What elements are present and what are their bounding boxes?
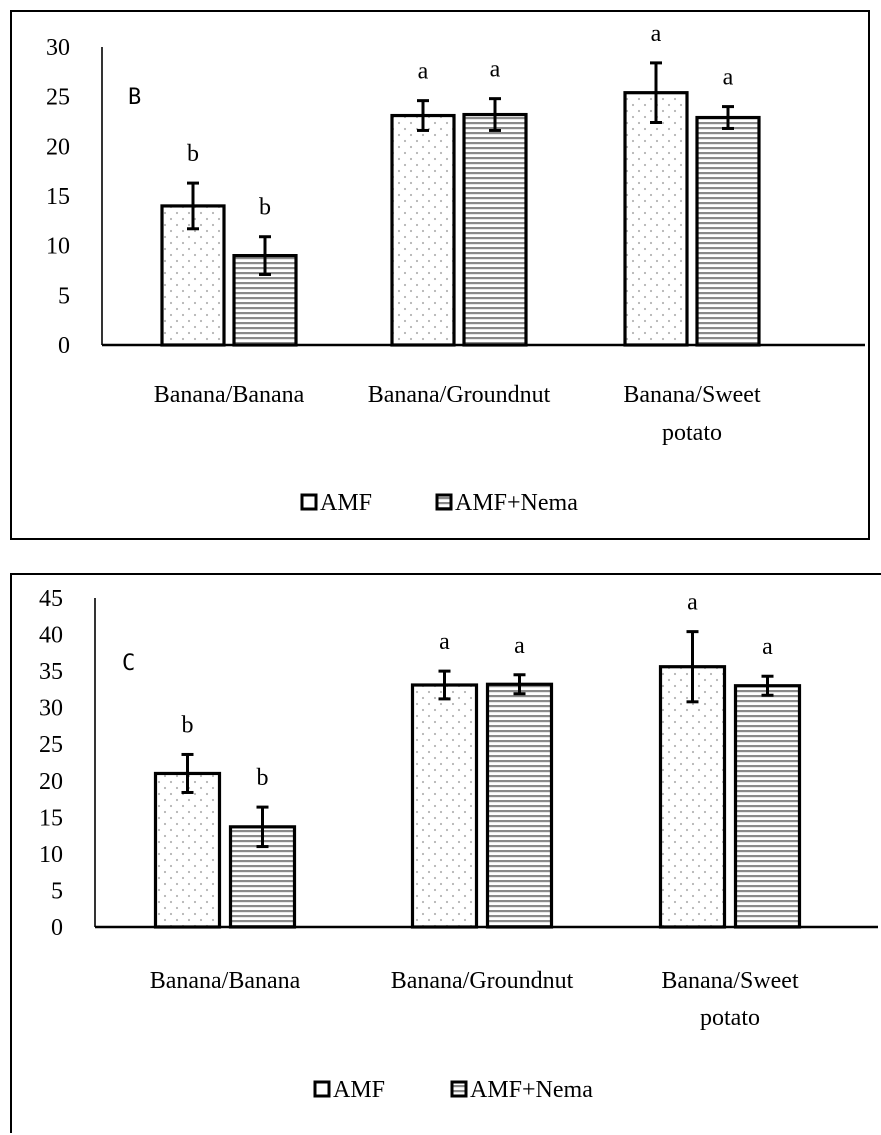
legend-label: AMF bbox=[320, 490, 372, 516]
bar-amf-nema bbox=[695, 115, 761, 347]
y-tick-label: 40 bbox=[39, 623, 63, 649]
y-tick-label: 30 bbox=[39, 696, 63, 722]
chart-b-svg: 0 5 10 15 20 25 30 Bb b Banana/Banana a a Banana/Gro… bbox=[46, 21, 865, 516]
y-tick-label: 0 bbox=[51, 915, 63, 941]
bar-amf bbox=[410, 683, 479, 929]
legend-swatch-amf bbox=[313, 1080, 331, 1098]
y-tick-label: 25 bbox=[39, 732, 63, 758]
y-tick-label: 25 bbox=[46, 85, 70, 111]
legend-label: AMF+Nema bbox=[470, 1077, 593, 1103]
bar-amf-nema bbox=[733, 684, 802, 929]
significance-letter: b bbox=[257, 765, 269, 791]
significance-letter: b bbox=[259, 195, 271, 221]
y-tick-label: 0 bbox=[58, 333, 70, 359]
panel-label: B bbox=[128, 85, 141, 110]
x-category-label: Banana/Banana bbox=[150, 968, 301, 994]
y-tick-label: 10 bbox=[46, 234, 70, 260]
bar-amf-nema bbox=[232, 254, 298, 347]
significance-letter: a bbox=[723, 65, 734, 91]
y-tick-label: 5 bbox=[51, 878, 63, 904]
bar-amf bbox=[658, 665, 727, 929]
y-tick-label: 45 bbox=[39, 586, 63, 612]
significance-letter: a bbox=[418, 59, 429, 85]
significance-letter: b bbox=[187, 141, 199, 167]
y-tick-label: 20 bbox=[39, 769, 63, 795]
y-tick-label: 20 bbox=[46, 134, 70, 160]
significance-letter: a bbox=[490, 57, 501, 83]
bar-amf-nema bbox=[462, 112, 528, 347]
significance-letter: a bbox=[762, 634, 773, 660]
x-category-label: Banana/Sweet potato bbox=[623, 382, 761, 446]
y-tick-label: 30 bbox=[46, 35, 70, 61]
y-tick-label: 35 bbox=[39, 659, 63, 685]
bar-amf bbox=[623, 91, 689, 347]
significance-letter: a bbox=[651, 21, 662, 47]
x-category-label: Banana/Sweet potato bbox=[661, 968, 799, 1031]
legend-swatch-amf bbox=[300, 493, 318, 511]
y-tick-label: 15 bbox=[39, 805, 63, 831]
x-category-label: Banana/Groundnut bbox=[391, 968, 574, 994]
x-category-label: Banana/Groundnut bbox=[368, 382, 551, 408]
panel-label: C bbox=[122, 651, 135, 676]
y-tick-label: 5 bbox=[58, 283, 70, 309]
legend-swatch-amf-nema bbox=[435, 493, 453, 511]
significance-letter: b bbox=[182, 712, 194, 738]
y-tick-label: 15 bbox=[46, 184, 70, 210]
y-tick-label: 10 bbox=[39, 842, 63, 868]
bar-amf bbox=[390, 113, 456, 347]
significance-letter: a bbox=[687, 590, 698, 616]
significance-letter: a bbox=[439, 629, 450, 655]
x-category-label: Banana/Banana bbox=[154, 382, 305, 408]
chart-c-svg: 0 5 10 15 20 25 30 35 40 45 Cb b Banana/Banana a a Bana… bbox=[39, 586, 878, 1103]
bar-amf bbox=[153, 771, 222, 929]
bar-amf-nema bbox=[485, 682, 554, 929]
significance-letter: a bbox=[514, 633, 525, 659]
legend-swatch-amf-nema bbox=[450, 1080, 468, 1098]
legend-label: AMF bbox=[333, 1077, 385, 1103]
legend-label: AMF+Nema bbox=[455, 490, 578, 516]
